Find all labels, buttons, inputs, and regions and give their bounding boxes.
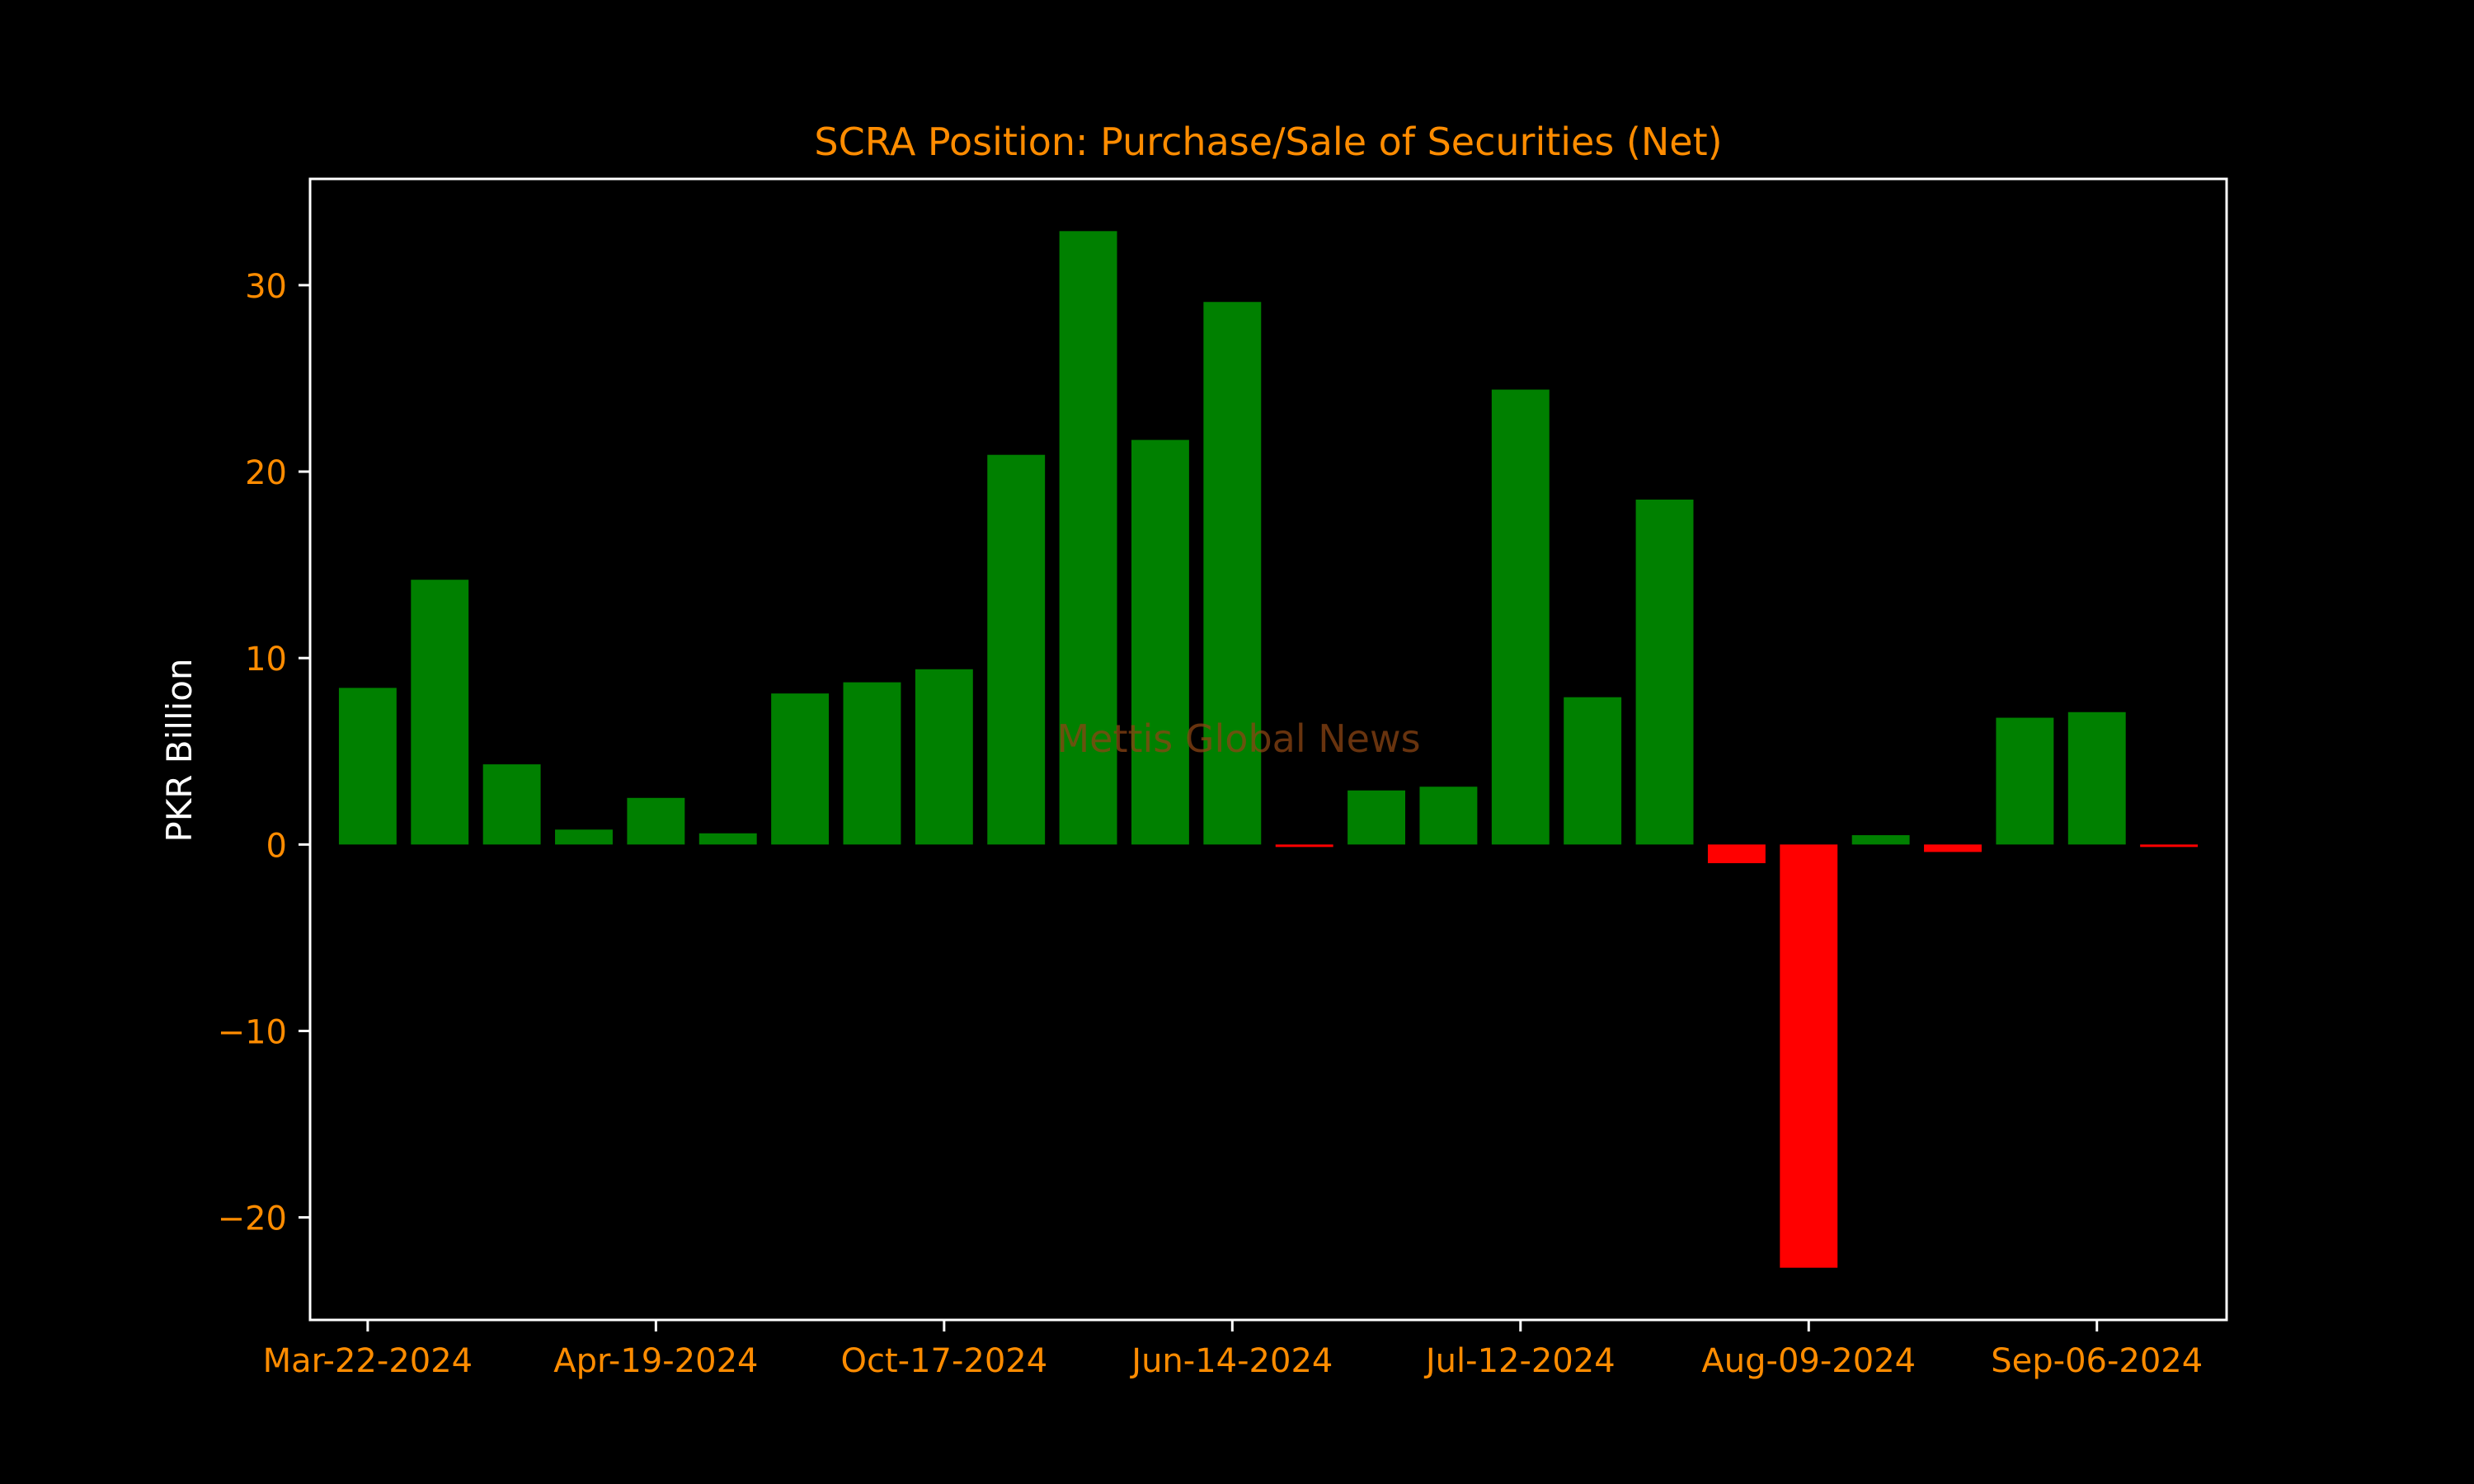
- bar: [987, 454, 1046, 845]
- bar: [1635, 499, 1694, 845]
- plot-frame: [308, 177, 2228, 1322]
- x-tick-label: Aug-09-2024: [1701, 1342, 1916, 1380]
- bar: [555, 829, 613, 845]
- y-tick-label: −20: [218, 1200, 287, 1238]
- x-tick-label: Apr-19-2024: [553, 1342, 758, 1380]
- y-axis: −20 −10 0 10 20 30: [218, 268, 310, 1238]
- bar: [1059, 231, 1117, 845]
- bar: [627, 797, 685, 845]
- bar: [1491, 389, 1550, 845]
- bar: [1851, 835, 1910, 845]
- bar: [1348, 790, 1405, 845]
- y-tick-label: 30: [245, 268, 287, 306]
- bar: [1924, 844, 1982, 852]
- bar: [2067, 711, 2126, 845]
- bar: [2140, 844, 2199, 848]
- x-tick-label: Sep-06-2024: [1991, 1342, 2203, 1380]
- y-tick-label: 20: [245, 454, 287, 492]
- bar: [843, 682, 901, 845]
- x-tick-label: Jun-14-2024: [1129, 1342, 1333, 1380]
- bar: [698, 833, 757, 845]
- bar: [1131, 439, 1189, 845]
- bar: [1780, 844, 1838, 1268]
- bar: [1203, 302, 1262, 845]
- bar: [771, 693, 830, 845]
- y-tick-label: −10: [218, 1013, 287, 1051]
- bar: [915, 669, 973, 845]
- y-axis-label: PKR Billion: [159, 658, 200, 842]
- x-tick-label: Oct-17-2024: [840, 1342, 1047, 1380]
- bar: [1707, 844, 1766, 863]
- x-tick-label: Mar-22-2024: [263, 1342, 473, 1380]
- bar: [1419, 787, 1478, 845]
- x-axis: Mar-22-2024 Apr-19-2024 Oct-17-2024 Jun-14-…: [263, 1320, 2203, 1380]
- x-tick-label: Jul-12-2024: [1423, 1342, 1616, 1380]
- bars-group: [338, 231, 2199, 1268]
- bar: [338, 688, 397, 845]
- y-tick-label: 10: [245, 641, 287, 679]
- bar: [1996, 717, 2054, 845]
- bar: [1564, 697, 1622, 845]
- bar: [1275, 844, 1333, 848]
- chart-title: SCRA Position: Purchase/Sale of Securiti…: [814, 120, 1722, 164]
- bar: [411, 580, 469, 845]
- y-tick-label: 0: [266, 827, 287, 865]
- watermark: Mettis Global News: [1056, 716, 1420, 761]
- bar: [482, 764, 541, 845]
